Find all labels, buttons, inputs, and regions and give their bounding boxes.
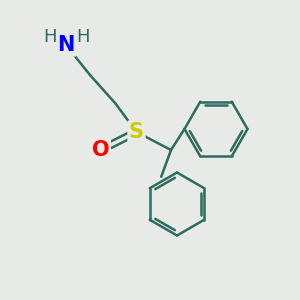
Text: H: H [43, 28, 56, 46]
Text: S: S [129, 122, 144, 142]
Text: N: N [57, 35, 75, 55]
Text: O: O [92, 140, 109, 160]
Text: H: H [76, 28, 89, 46]
